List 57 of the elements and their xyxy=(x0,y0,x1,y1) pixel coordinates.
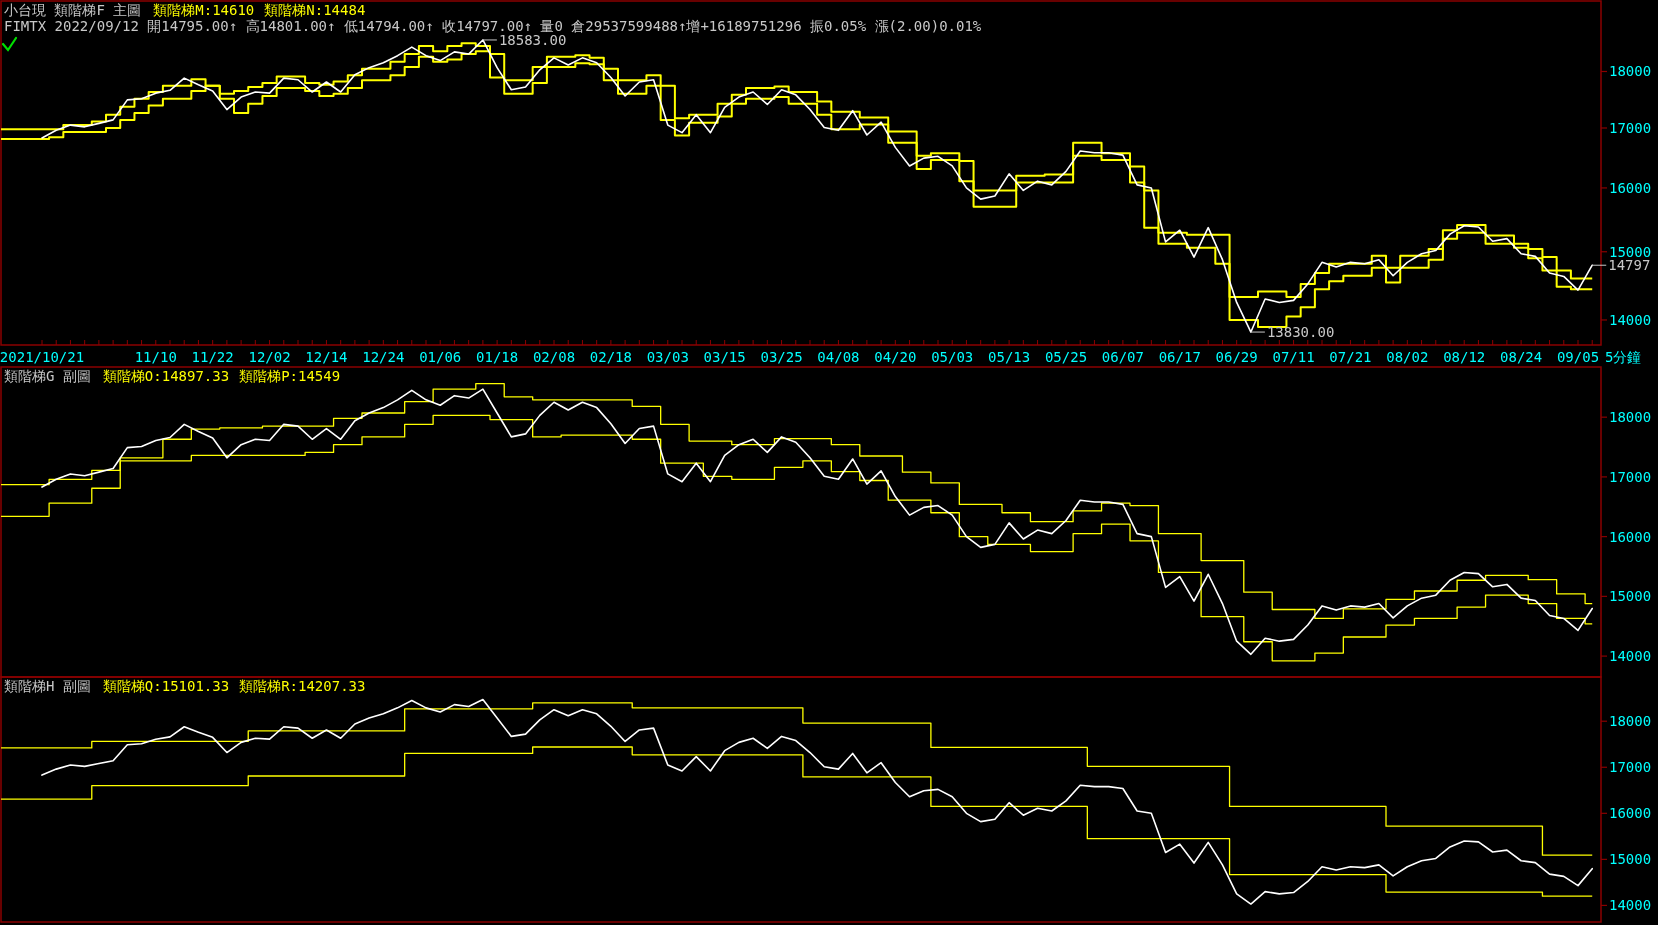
data-label: 18583.00 xyxy=(498,31,567,48)
x-tick-label: 01/18 xyxy=(476,349,519,365)
x-tick-label: 2021/10/21 xyxy=(0,349,85,365)
x-tick-label: 08/24 xyxy=(1500,349,1543,365)
x-tick-label: 03/03 xyxy=(646,349,689,365)
x-axis-title: 5分鐘 xyxy=(1605,349,1642,365)
y-tick-label: 18000 xyxy=(1609,713,1652,730)
chart-title: 類階梯G 副圖 xyxy=(4,368,91,384)
y-tick-label: 15000 xyxy=(1609,243,1652,260)
x-tick-label: 03/15 xyxy=(703,349,746,365)
chart-title: 小台現 類階梯F 主圖 xyxy=(4,2,142,18)
x-tick-label: 02/18 xyxy=(589,349,632,365)
x-tick-label: 12/24 xyxy=(362,349,405,365)
annotation: 類階梯M:14610 xyxy=(153,2,255,18)
x-tick-label: 02/08 xyxy=(532,349,576,365)
y-tick-label: 14000 xyxy=(1609,311,1652,328)
x-tick-label: 05/13 xyxy=(988,349,1031,365)
x-tick-label: 08/02 xyxy=(1386,349,1429,365)
annotation: 類階梯N:14484 xyxy=(264,2,366,18)
y-tick-label: 17000 xyxy=(1609,468,1652,485)
x-tick-label: 04/20 xyxy=(874,349,917,365)
annotation: 類階梯Q:15101.33 xyxy=(102,678,230,694)
y-tick-label: 16000 xyxy=(1609,805,1652,822)
x-tick-label: 12/14 xyxy=(305,349,348,365)
annotation: 類階梯O:14897.33 xyxy=(102,368,230,384)
annotation: 類階梯P:14549 xyxy=(239,368,341,384)
annotation: 類階梯R:14207.33 xyxy=(239,678,366,694)
y-tick-label: 15000 xyxy=(1609,851,1652,868)
y-tick-label: 14000 xyxy=(1609,648,1652,665)
y-tick-label: 18000 xyxy=(1609,63,1652,80)
data-label: 14797 xyxy=(1608,257,1651,274)
y-tick-label: 15000 xyxy=(1609,588,1652,605)
y-tick-label: 17000 xyxy=(1609,759,1652,776)
y-tick-label: 16000 xyxy=(1609,179,1652,196)
x-tick-label: 04/08 xyxy=(817,349,860,365)
y-tick-label: 16000 xyxy=(1609,528,1652,545)
line-series xyxy=(41,698,1594,905)
x-tick-label: 06/17 xyxy=(1158,349,1201,365)
x-tick-label: 05/25 xyxy=(1044,349,1088,365)
x-tick-label: 12/02 xyxy=(248,349,291,365)
x-tick-label: 05/03 xyxy=(931,349,974,365)
text: FIMTX 2022/09/12 開14795.00↑ 高14801.00↑ 低14794.00↑ 收14797.00↑ 量0 倉29537599488↑增+16189751296 振0.05% 漲(2.00)0.01% xyxy=(4,18,982,34)
x-tick-label: 08/12 xyxy=(1443,349,1486,365)
y-tick-label: 18000 xyxy=(1609,409,1652,426)
y-tick-label: 17000 xyxy=(1609,120,1652,136)
x-tick-label: 03/25 xyxy=(760,349,803,365)
chart-title: 類階梯H 副圖 xyxy=(4,678,91,694)
x-tick-label: 11/22 xyxy=(191,349,234,365)
x-tick-label: 07/21 xyxy=(1329,349,1372,365)
x-tick-label: 07/11 xyxy=(1272,349,1315,365)
x-tick-label: 06/07 xyxy=(1101,349,1144,365)
x-tick-label: 01/06 xyxy=(419,349,462,365)
x-tick-label: 11/10 xyxy=(134,349,177,365)
x-tick-label: 06/29 xyxy=(1215,349,1258,365)
data-label: 13830.00 xyxy=(1266,324,1335,341)
x-tick-label: 09/05 xyxy=(1556,349,1600,365)
y-tick-label: 14000 xyxy=(1609,897,1652,914)
